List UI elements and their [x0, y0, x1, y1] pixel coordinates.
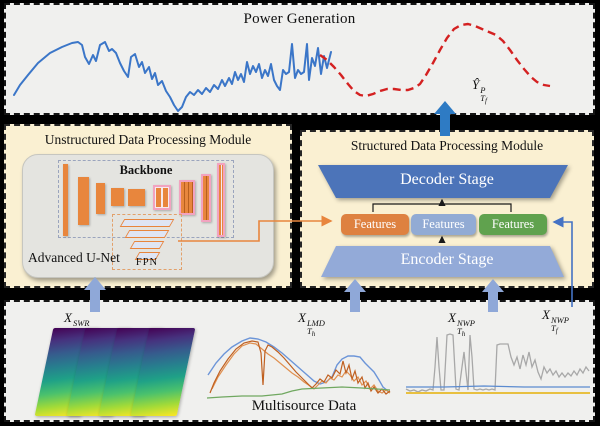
backbone-bar	[217, 163, 225, 237]
decoder-trapezoid	[318, 165, 568, 198]
fpn-box: FPN	[112, 214, 182, 270]
label-sub: Tf	[550, 323, 558, 335]
nwp-blue-line	[406, 385, 590, 388]
feature-box-nwp: Features	[479, 214, 547, 235]
unstructured-module-title: Unstructured Data Processing Module	[44, 132, 252, 147]
backbone-bar	[128, 189, 145, 206]
backbone-bars	[6, 126, 294, 290]
label-base: Ŷ	[472, 77, 480, 92]
backbone-label: Backbone	[119, 163, 173, 177]
label-sub: Th	[306, 326, 316, 338]
fpn-label: FPN	[135, 257, 159, 268]
lmd-green-line	[206, 386, 391, 399]
multisource-data-caption: Multisource Data	[251, 398, 357, 414]
power-generation-title: Power Generation	[243, 11, 356, 27]
label-base: X	[64, 310, 72, 325]
nwp-history-label: X NWP Th	[448, 310, 475, 338]
lmd-brown-line	[209, 340, 391, 395]
lmd-chart	[206, 337, 391, 399]
label-sup: NWP	[550, 315, 569, 325]
backbone-bar	[111, 188, 124, 206]
power-generation-chart	[13, 22, 551, 112]
advanced-unet-label: Advanced U-Net	[28, 250, 120, 265]
history-line	[13, 41, 332, 112]
label-sub: Tf	[480, 93, 487, 105]
structured-module-title: Structured Data Processing Module	[350, 138, 544, 153]
nwp-chart	[405, 333, 590, 394]
label-sup: NWP	[456, 318, 475, 328]
backbone-bar	[179, 180, 195, 215]
label-base: X	[542, 307, 550, 322]
label-base: X	[448, 310, 456, 325]
backbone-bar	[78, 177, 89, 225]
decoder-stage-label: Decoder Stage	[400, 171, 494, 188]
label-base: X	[298, 310, 306, 325]
backbone-bar	[63, 164, 68, 236]
fpn-level	[124, 230, 170, 238]
backbone-bar	[153, 185, 171, 210]
backbone-bar	[96, 183, 105, 214]
power-generation-panel: Power Generation Ŷ P Tf	[4, 3, 595, 115]
fpn-level	[129, 241, 165, 249]
label-sup: P	[480, 85, 486, 95]
nwp-forecast-label: X NWP Tf	[542, 307, 569, 335]
nwp-gray-line	[405, 333, 590, 393]
forecast-line	[319, 22, 551, 98]
encoder-trapezoid	[321, 246, 564, 277]
label-sup: LMD	[306, 318, 325, 328]
feature-box-structured: Features	[411, 214, 476, 235]
feature-box-unstructured: Features	[341, 214, 409, 235]
forecast-output-label: Ŷ P Tf	[472, 77, 487, 105]
backbone-bar	[201, 174, 211, 222]
lmd-orange-line	[211, 342, 391, 394]
stage-shapes	[318, 165, 568, 277]
label-sub: Th	[456, 326, 466, 338]
lmd-input-label: X LMD Th	[298, 310, 325, 338]
fpn-level	[119, 219, 175, 227]
encoder-stage-label: Encoder Stage	[400, 251, 494, 268]
structured-module: Structured Data Processing Module Decode…	[300, 130, 594, 288]
label-sup: SWR	[72, 318, 90, 328]
unstructured-module: Unstructured Data Processing Module Back…	[4, 124, 292, 288]
